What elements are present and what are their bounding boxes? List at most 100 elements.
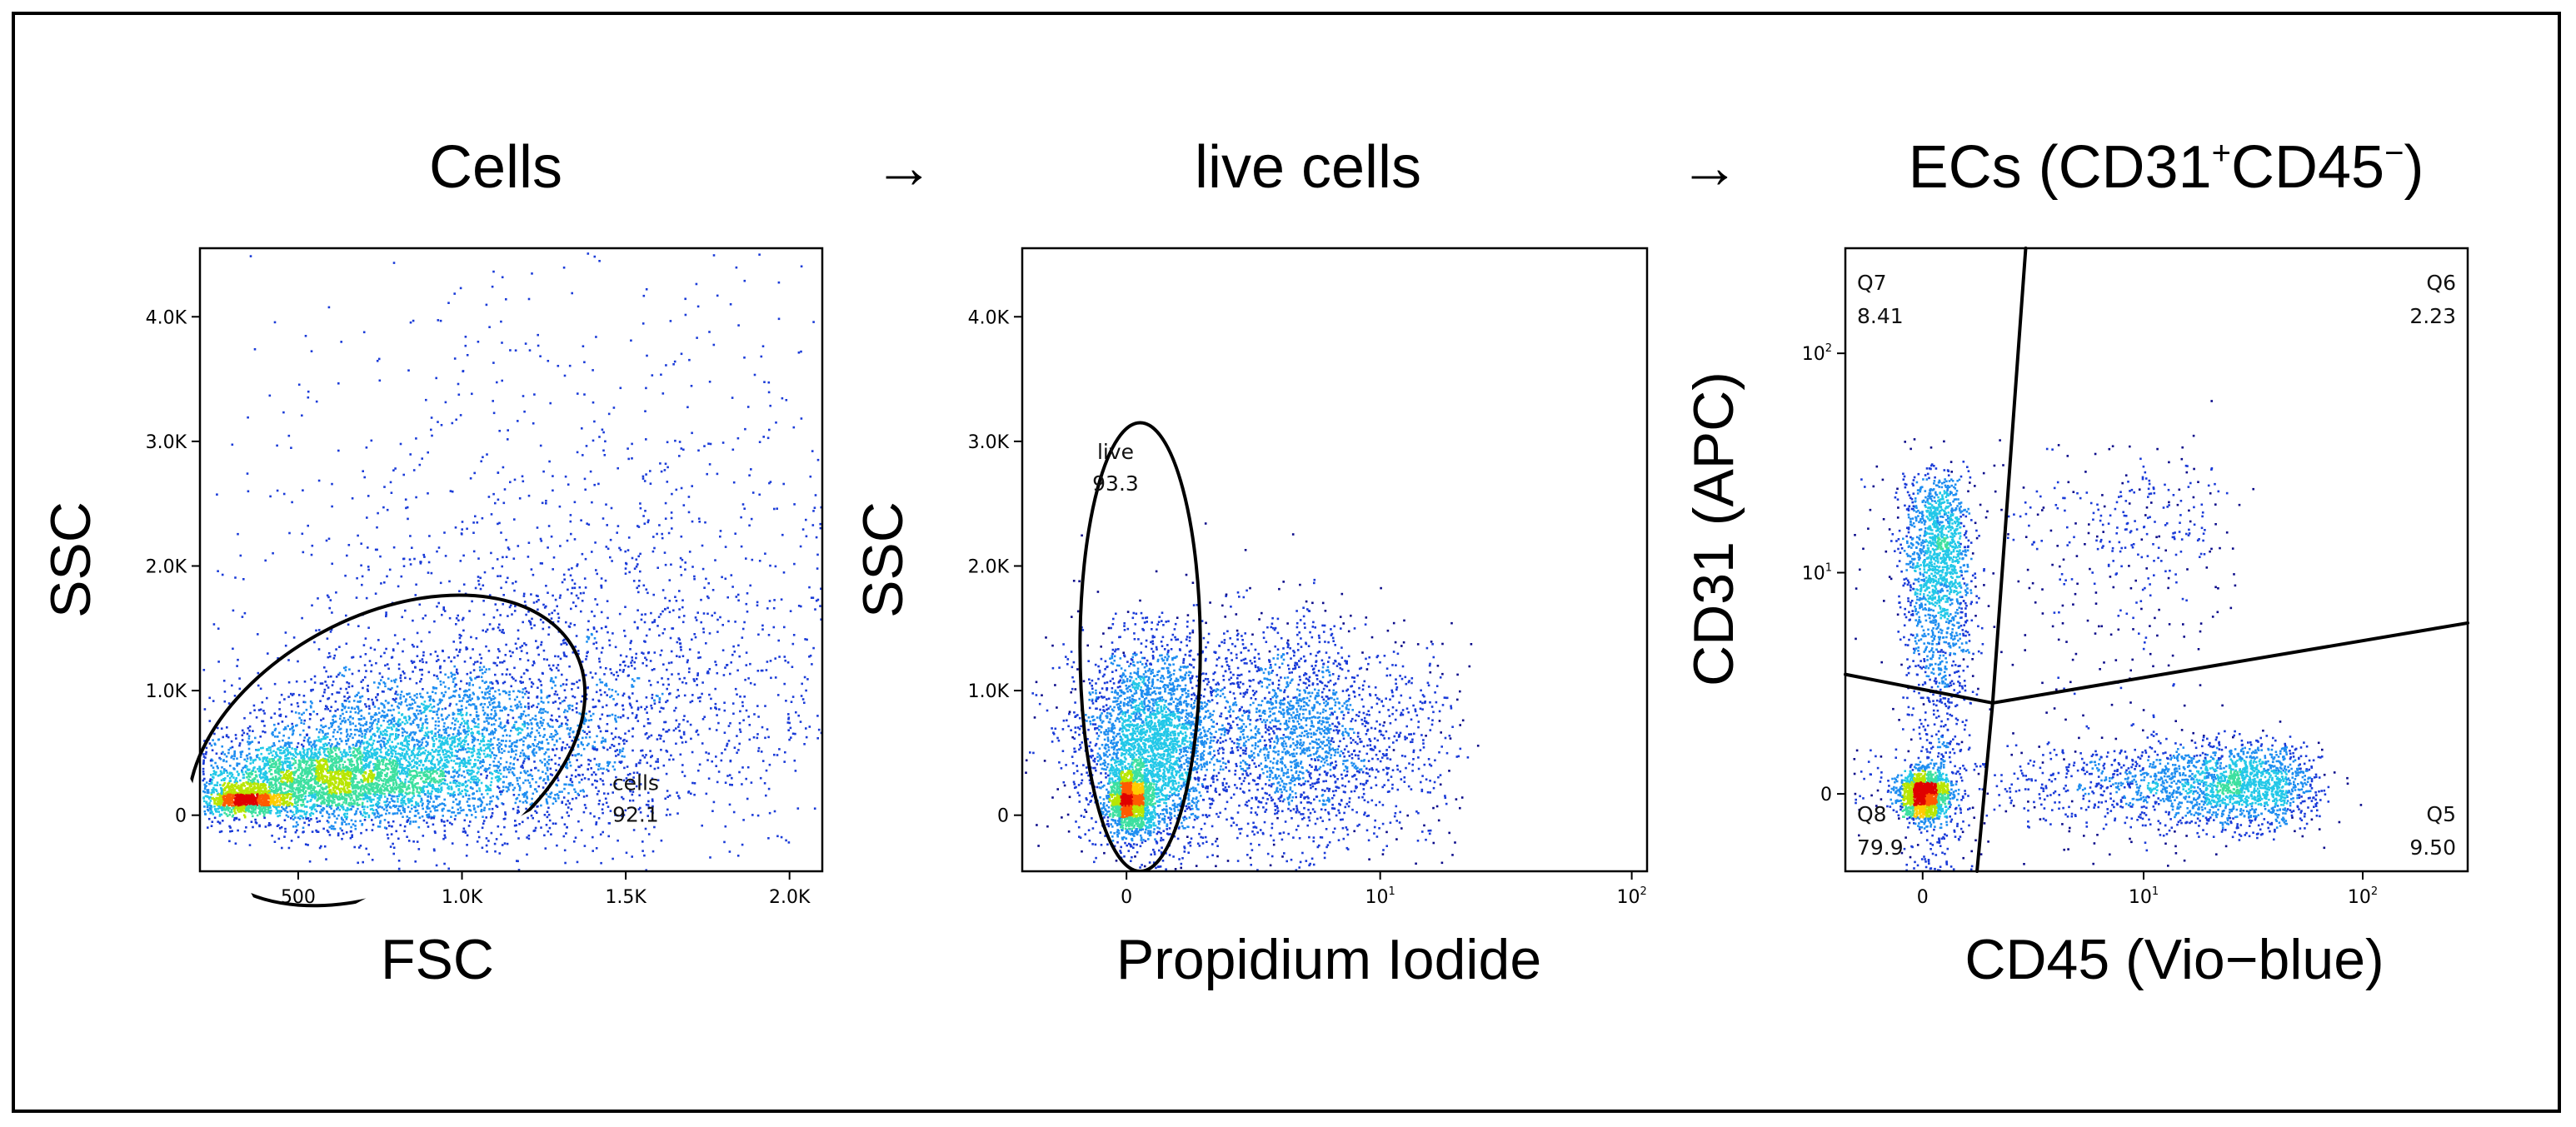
- event-dot: [255, 811, 257, 814]
- event-dot: [305, 814, 307, 816]
- event-dot: [231, 790, 233, 793]
- event-dot: [253, 797, 256, 800]
- event-dot: [204, 813, 207, 815]
- event-dot: [243, 805, 246, 808]
- event-dot: [236, 762, 238, 765]
- event-dot: [317, 785, 320, 787]
- event-dot: [222, 785, 224, 787]
- event-dot: [302, 827, 305, 830]
- event-dot: [375, 816, 377, 819]
- event-dot: [216, 752, 218, 755]
- event-dot: [359, 820, 362, 822]
- event-dot: [286, 747, 288, 750]
- event-dot: [247, 806, 250, 809]
- event-dot: [227, 752, 230, 755]
- event-dot: [296, 812, 298, 815]
- event-dot: [352, 737, 354, 740]
- event-dot: [360, 788, 362, 790]
- event-dot: [333, 801, 336, 804]
- event-dot: [281, 806, 283, 809]
- event-dot: [236, 765, 238, 767]
- event-dot: [512, 789, 515, 791]
- event-dot: [212, 813, 215, 815]
- event-dot: [489, 803, 492, 805]
- event-dot: [211, 810, 213, 813]
- event-dot: [221, 807, 223, 810]
- event-dot: [454, 780, 457, 782]
- event-dot: [318, 749, 321, 751]
- event-dot: [277, 748, 279, 751]
- event-dot: [262, 776, 264, 779]
- event-dot: [316, 817, 318, 820]
- event-dot: [217, 810, 220, 813]
- event-dot: [258, 825, 261, 827]
- event-dot: [232, 815, 234, 818]
- event-dot: [213, 799, 216, 801]
- event-dot: [306, 779, 308, 781]
- event-dot: [427, 803, 430, 805]
- event-dot: [336, 792, 338, 795]
- event-dot: [204, 791, 207, 794]
- event-dot: [228, 840, 231, 843]
- event-dot: [456, 755, 458, 757]
- event-dot: [252, 826, 254, 829]
- event-dot: [247, 733, 249, 736]
- event-dot: [291, 723, 293, 726]
- event-dot: [251, 805, 253, 808]
- event-dot: [386, 810, 388, 812]
- event-dot: [351, 820, 353, 822]
- event-dot: [248, 801, 251, 804]
- event-dot: [368, 766, 371, 769]
- event-dot: [430, 797, 432, 800]
- event-dot: [262, 805, 265, 807]
- event-dot: [341, 753, 343, 755]
- event-dot: [323, 748, 326, 751]
- event-dot: [245, 826, 247, 829]
- event-dot: [278, 838, 281, 840]
- event-dot: [503, 826, 506, 829]
- event-dot: [319, 746, 322, 749]
- event-dot: [307, 753, 309, 755]
- event-dot: [275, 806, 277, 809]
- panel-title: Cells: [429, 134, 562, 201]
- event-dot: [215, 809, 217, 811]
- event-dot: [273, 804, 276, 806]
- event-dot: [280, 746, 282, 748]
- event-dot: [212, 787, 215, 790]
- event-dot: [214, 784, 217, 786]
- event-dot: [243, 810, 246, 813]
- event-dot: [347, 759, 350, 761]
- event-dot: [249, 762, 252, 765]
- event-dot: [202, 768, 205, 770]
- event-dot: [392, 746, 395, 748]
- event-dot: [255, 797, 257, 800]
- event-dot: [246, 760, 248, 763]
- event-dot: [422, 802, 424, 805]
- event-dot: [211, 825, 213, 827]
- event-dot: [449, 781, 452, 784]
- event-dot: [240, 753, 242, 755]
- event-dot: [388, 812, 391, 815]
- event-dot: [342, 833, 345, 835]
- event-dot: [203, 805, 206, 808]
- event-dot: [317, 796, 320, 799]
- event-dot: [259, 736, 262, 738]
- event-dot: [379, 761, 382, 764]
- event-dot: [311, 754, 313, 756]
- event-dot: [202, 796, 205, 799]
- event-dot: [228, 814, 231, 816]
- event-dot: [354, 825, 357, 827]
- event-dot: [213, 733, 216, 736]
- event-dot: [210, 800, 212, 802]
- event-dot: [428, 807, 431, 810]
- event-dot: [206, 781, 208, 784]
- event-dot: [247, 788, 249, 790]
- event-dot: [235, 777, 237, 780]
- event-dot: [206, 801, 208, 804]
- event-dot: [294, 767, 297, 770]
- event-dot: [407, 806, 410, 809]
- event-dot: [435, 795, 437, 798]
- event-dot: [383, 778, 386, 780]
- event-dot: [210, 792, 212, 795]
- event-dot: [203, 800, 206, 803]
